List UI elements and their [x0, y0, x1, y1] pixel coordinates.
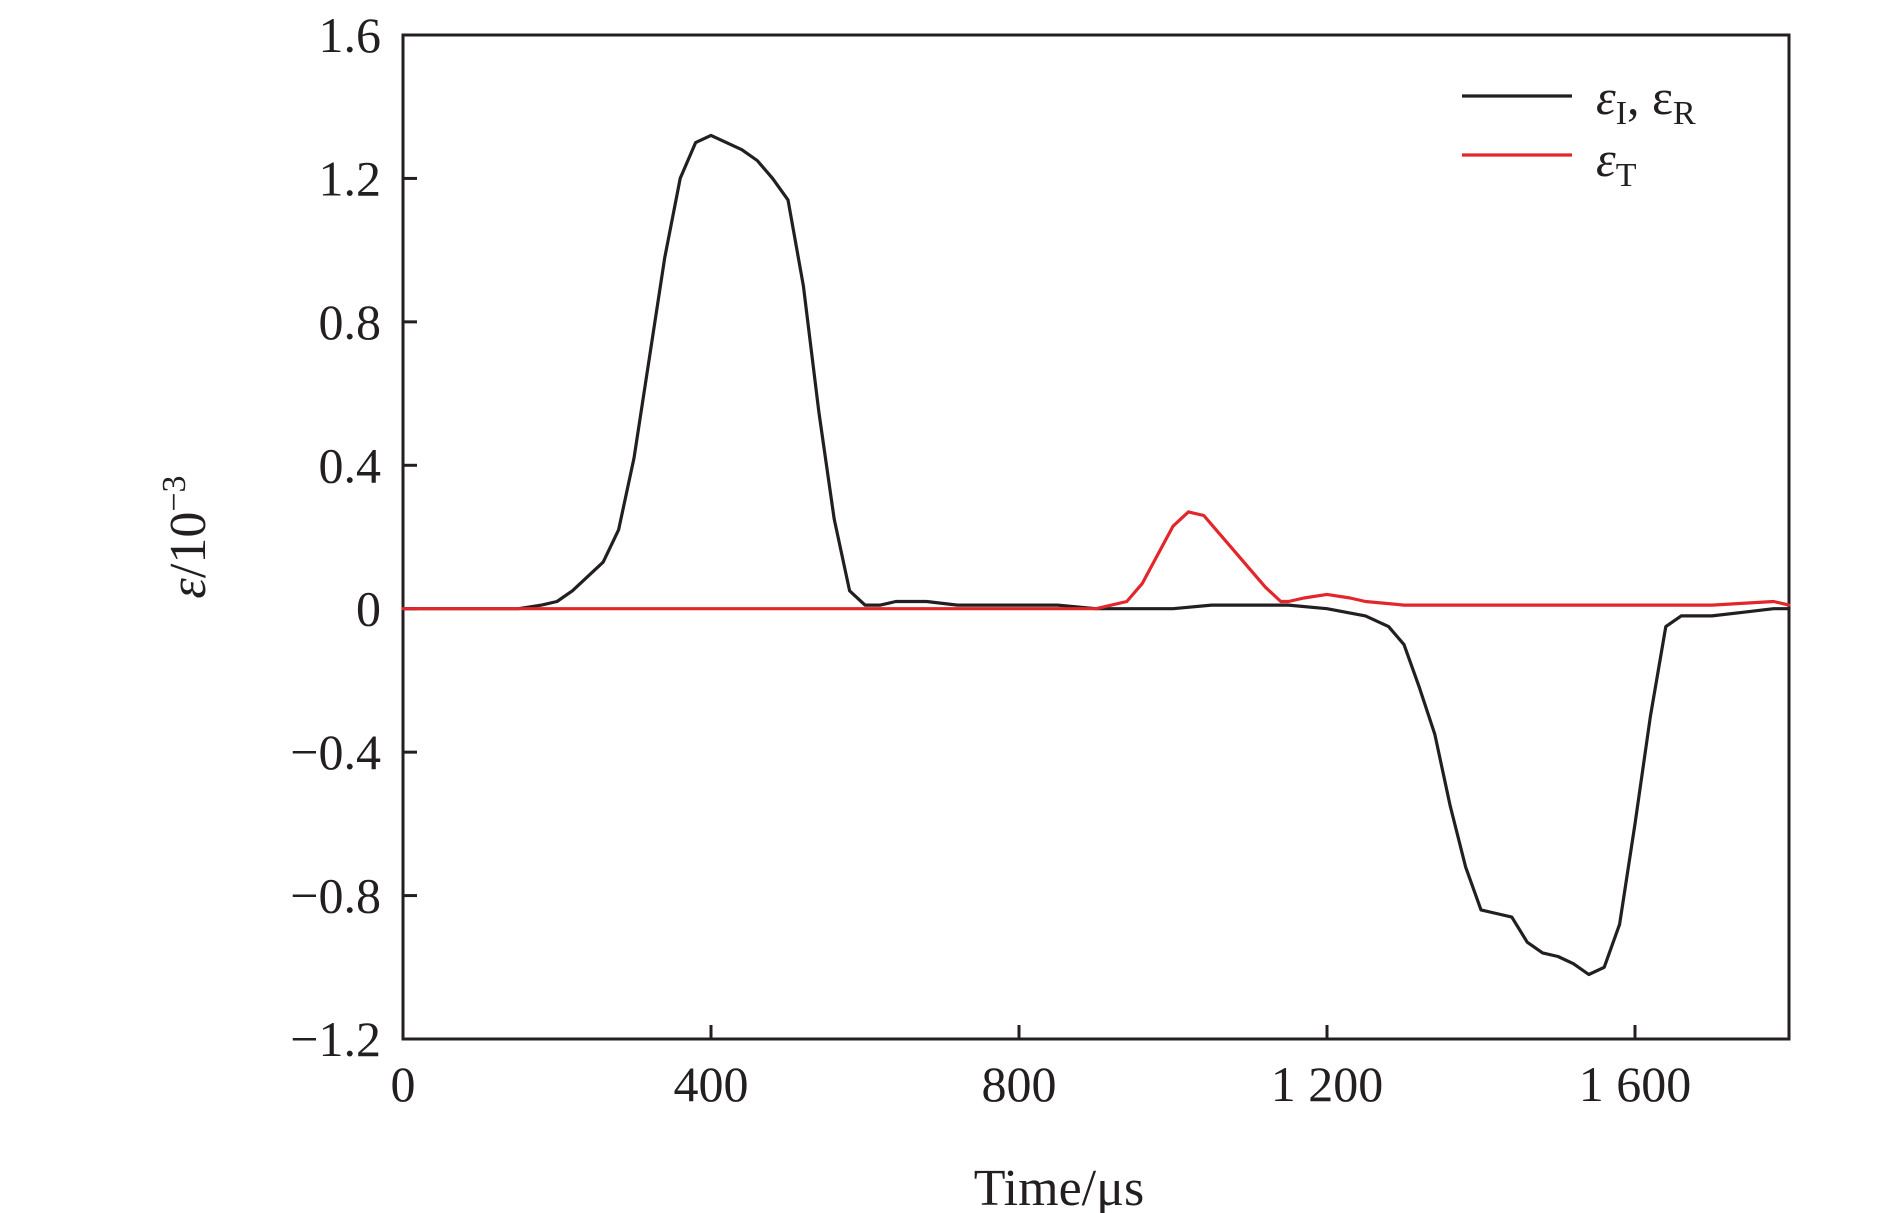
plot-frame — [401, 33, 1791, 1041]
x-tick-label: 1 200 — [1271, 1056, 1384, 1112]
series-layer — [401, 133, 1791, 977]
y-tick-label: 1.2 — [319, 150, 382, 206]
y-axis-symbol: ε — [160, 578, 217, 599]
y-tick-label: −0.4 — [290, 724, 381, 780]
y-axis-exponent: −3 — [156, 475, 193, 511]
y-tick-label: −0.8 — [290, 868, 381, 924]
x-tick-label: 400 — [674, 1056, 749, 1112]
legend-label-series-1: εI, εR — [1596, 69, 1696, 132]
legend-label-series-2: εT — [1596, 131, 1637, 194]
legend: εI, εR εT — [1462, 69, 1696, 194]
series-line-1 — [401, 133, 1791, 977]
series-line-2 — [401, 510, 1791, 611]
y-tick-label: 0.8 — [319, 294, 382, 350]
x-tick-label: 800 — [982, 1056, 1057, 1112]
y-tick-label: −1.2 — [290, 1011, 381, 1067]
y-axis-title: ε/10−3 — [156, 475, 217, 598]
x-tick-label: 0 — [391, 1056, 416, 1112]
y-axis-unit: /10 — [160, 512, 217, 578]
y-tick-label: 0.4 — [319, 437, 382, 493]
x-axis: 0 400 800 1 200 1 600 — [391, 1025, 1692, 1112]
x-axis-title: Time/μs — [974, 1160, 1144, 1213]
x-tick-label: 1 600 — [1579, 1056, 1692, 1112]
y-tick-label: 1.6 — [319, 7, 382, 63]
y-tick-label: 0 — [356, 581, 381, 637]
y-axis: −1.2 −0.8 −0.4 0 0.4 0.8 1.2 1.6 — [290, 7, 417, 1067]
